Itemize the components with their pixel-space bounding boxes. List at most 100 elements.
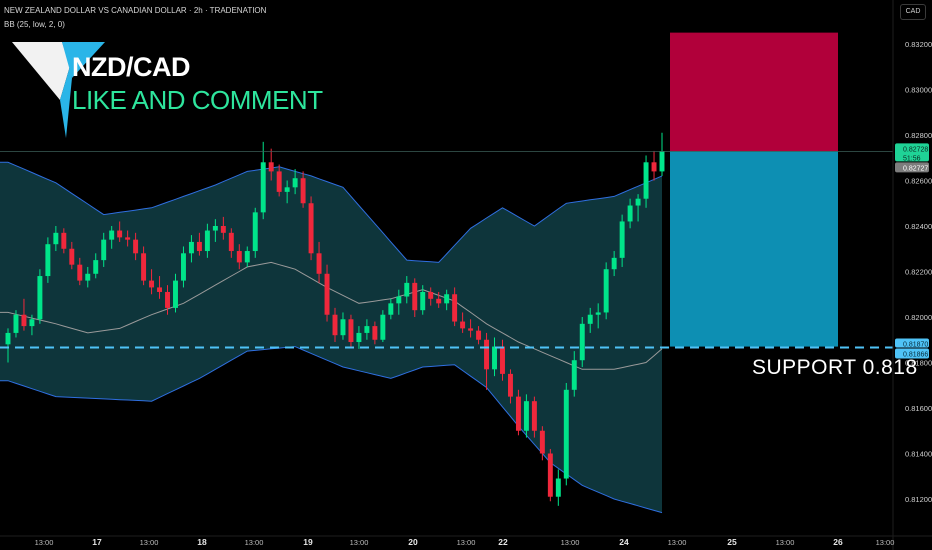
y-tick-label: 0.81400 [905,450,932,459]
x-tick-label: 13:00 [561,538,580,547]
bear-candle [268,162,274,172]
bull-candle [53,232,59,245]
bull-candle [364,326,370,333]
bull-candle [643,162,649,199]
bull-candle [13,314,19,333]
x-tick-label: 13:00 [457,538,476,547]
x-tick-label: 13:00 [350,538,369,547]
bull-candle [579,323,585,361]
support-price-tag-2-text: 0.81866 [903,351,928,358]
bull-candle [340,319,346,336]
current-price-tag-text: 51:56 [903,155,921,162]
y-tick-label: 0.82400 [905,222,932,231]
bear-candle [428,291,434,299]
bull-candle [595,312,601,315]
bull-candle [587,314,593,324]
bear-candle [165,291,170,308]
bull-candle [244,251,250,263]
bull-candle [5,332,11,345]
price-lines [0,150,893,349]
y-tick-label: 0.82000 [905,313,932,322]
bull-candle [101,239,107,261]
x-tick-label: 13:00 [776,538,795,547]
bear-candle [69,248,75,265]
y-tick-label: 0.81200 [905,495,932,504]
y-tick-label: 0.83000 [905,86,932,95]
bull-candle [388,303,394,315]
x-tick-label: 13:00 [876,538,895,547]
bull-candle [356,332,362,343]
bull-candle [563,389,569,479]
bull-candle [444,294,450,304]
current-price-tag: 0.82728 51:56 [895,143,929,162]
bull-candle [212,226,218,231]
bull-candle [523,401,529,431]
bull-candle [109,230,115,240]
bear-candle [412,282,418,311]
bear-candle [507,373,513,397]
x-tick-label: 13:00 [140,538,159,547]
support-price-tag-text: 0.81870 [903,341,928,348]
currency-button[interactable]: CAD [900,4,926,20]
x-tick-label: 20 [408,537,418,547]
x-tick-label: 19 [303,537,313,547]
bear-candle [332,314,338,336]
bull-candle [396,296,402,304]
x-tick-label: 13:00 [668,538,687,547]
bear-candle [308,203,314,254]
bear-candle [125,237,131,240]
band-fill [0,162,662,513]
support-label: SUPPORT 0.818 [752,356,918,379]
x-tick-label: 25 [727,537,737,547]
x-tick-label: 18 [197,537,207,547]
bull-candle [404,282,410,297]
support-price-tag-2: 0.81866 [895,348,929,359]
bear-candle [149,280,155,288]
bull-candle [492,346,497,370]
bear-candle [77,264,83,281]
chart-title: NEW ZEALAND DOLLAR VS CANADIAN DOLLAR · … [4,6,267,15]
bear-candle [141,253,147,281]
bull-candle [260,162,266,213]
tradenation-logo [12,42,105,138]
bear-candle [348,319,354,343]
take-profit-zone[interactable] [670,151,838,347]
bull-candle [37,276,43,320]
bull-candle [420,291,426,311]
x-tick-label: 24 [619,537,629,547]
bull-candle [180,253,186,281]
stop-loss-zone[interactable] [670,32,838,152]
bear-candle [276,171,282,192]
bull-candle [603,269,609,313]
y-tick-label: 0.82800 [905,131,932,140]
y-tick-label: 0.83200 [905,40,932,49]
candlesticks [5,132,665,506]
bull-candle [204,230,210,252]
bear-candle [324,273,330,315]
bear-candle [157,287,163,292]
bull-candle [571,360,577,390]
support-price-tag-2-bg [895,348,929,359]
bull-candle [85,273,91,281]
bull-candle [93,260,99,274]
bear-candle [468,328,474,331]
position-boxes [670,32,838,347]
x-tick-label: 22 [498,537,508,547]
x-tick-label: 13:00 [245,538,264,547]
bear-candle [21,314,27,327]
current-price-tag-bg [895,143,929,162]
prev-price-tag-text: 0.82727 [903,165,928,172]
indicator-label[interactable]: BB (25, low, 2, 0) [4,20,65,29]
x-tick-label: 26 [833,537,843,547]
bear-candle [484,339,490,370]
bear-candle [196,241,202,252]
bear-candle [500,346,505,374]
bear-candle [228,232,234,252]
bear-candle [539,430,545,454]
bull-candle [252,212,258,252]
bear-candle [531,401,537,431]
basis-line [0,261,663,370]
bear-candle [117,230,123,238]
